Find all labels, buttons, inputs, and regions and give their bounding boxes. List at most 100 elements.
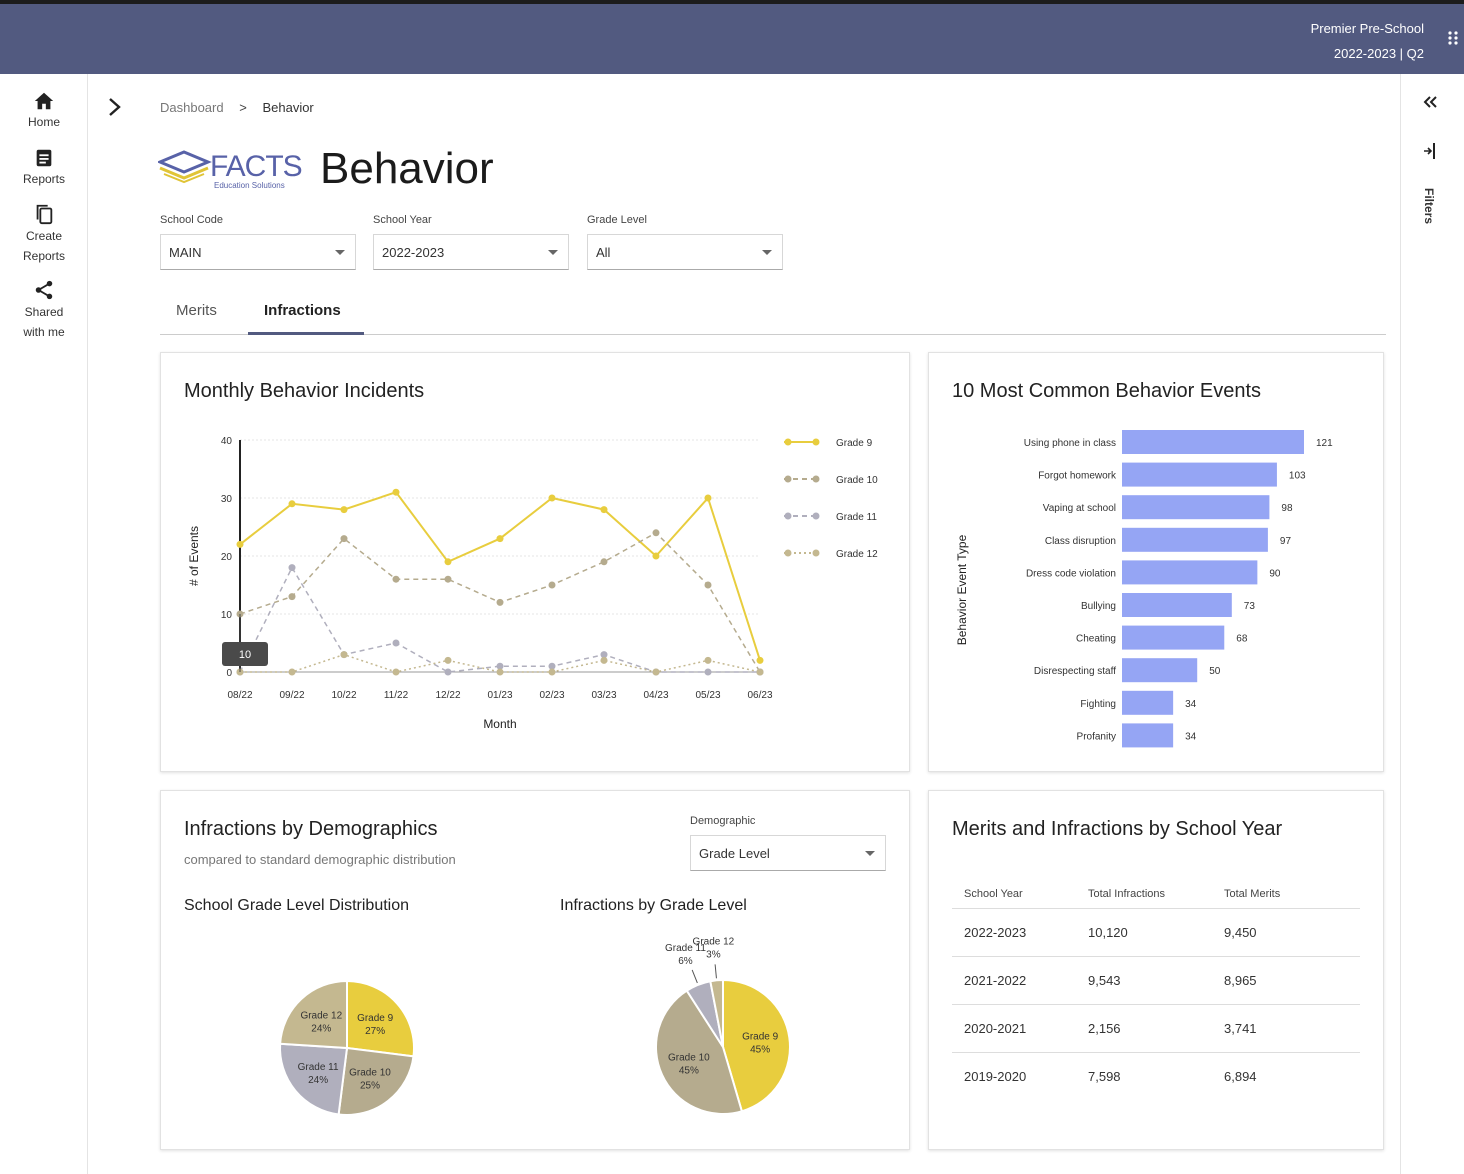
column-header-total-infractions[interactable]: Total Infractions: [1088, 880, 1224, 909]
filters-label[interactable]: Filters: [1422, 188, 1436, 225]
pie-slice-label: Grade 12: [300, 1011, 342, 1022]
nav-create-reports[interactable]: Create Reports: [0, 202, 88, 266]
pie-slice-value: 27%: [365, 1026, 385, 1037]
cell-school-year: 2019-2020: [964, 1068, 1027, 1084]
school-code-value: MAIN: [169, 245, 202, 260]
series-point: [288, 668, 296, 676]
nav-reports[interactable]: Reports: [0, 147, 88, 189]
legend-marker: [784, 475, 792, 483]
school-code-select[interactable]: MAIN: [160, 234, 356, 270]
event-category-label: Vaping at school: [1043, 503, 1116, 514]
filter-panel-icon[interactable]: [1422, 142, 1438, 160]
pie-slice: [709, 978, 724, 1048]
top-header-bar: Premier Pre-School 2022-2023 | Q2: [0, 0, 1464, 74]
tab-infractions[interactable]: Infractions: [264, 302, 341, 319]
event-category-label: Cheating: [1076, 634, 1116, 645]
series-point: [496, 598, 504, 606]
x-tick-label: 08/22: [227, 690, 252, 701]
event-bar: [1122, 527, 1268, 552]
tab-merits[interactable]: Merits: [176, 302, 217, 319]
series-point: [548, 581, 556, 589]
school-code-label: School Code: [160, 214, 223, 226]
column-header-total-merits[interactable]: Total Merits: [1224, 880, 1360, 909]
series-line: [239, 566, 760, 673]
cell-total-infractions: 9,543: [1088, 956, 1224, 1005]
series-point: [704, 494, 712, 502]
series-point: [496, 535, 504, 543]
cell-total-infractions: 7,598: [1088, 1068, 1121, 1084]
pie-slice: [346, 979, 415, 1058]
cell-total-merits: 8,965: [1224, 956, 1360, 1005]
series-point: [444, 558, 452, 566]
facts-logo: FACTS Education Solutions: [158, 150, 303, 190]
annotation-label: 10: [239, 649, 251, 661]
demographics-title: Infractions by Demographics: [184, 818, 438, 840]
school-year-select[interactable]: 2022-2023: [373, 234, 569, 270]
demographic-select-label: Demographic: [690, 815, 756, 827]
event-bar: [1122, 560, 1258, 585]
event-value-label: 68: [1236, 634, 1248, 645]
x-tick-label: 12/22: [435, 690, 460, 701]
common-events-chart: Using phone in class 121 Forgot homework 10…: [955, 430, 1333, 748]
cell-school-year: 2022-2023: [952, 908, 1088, 957]
series-point: [704, 656, 712, 664]
legend-marker: [812, 438, 820, 446]
monthly-incidents-chart: 0 10 20 30 40 08/22 09/22 10/22 11/22 12/22 01/23 0…: [187, 436, 878, 731]
table-header-row: School Year Total Infractions Total Meri…: [952, 880, 1360, 909]
nav-create-reports-label: Create Reports: [22, 229, 66, 263]
grade-level-label: Grade Level: [587, 214, 647, 226]
apps-grid-icon[interactable]: [1448, 30, 1458, 46]
pie-slice-label: Grade 11: [298, 1062, 339, 1073]
series-point: [704, 668, 712, 676]
legend-label: Grade 10: [836, 475, 878, 486]
event-category-label: Disrespecting staff: [1034, 666, 1116, 677]
nav-home[interactable]: Home: [0, 90, 88, 132]
organization-info[interactable]: Premier Pre-School 2022-2023 | Q2: [1311, 16, 1424, 66]
grade-level-select[interactable]: All: [587, 234, 783, 270]
event-value-label: 121: [1316, 438, 1333, 449]
event-category-label: Bullying: [1081, 601, 1116, 612]
nav-home-label: Home: [27, 115, 60, 129]
x-tick-label: 02/23: [539, 690, 564, 701]
school-year-label: School Year: [373, 214, 432, 226]
pie-leader-line: [714, 964, 717, 979]
pie-slice-value: 3%: [706, 949, 721, 960]
series-point: [392, 668, 400, 676]
tabs-divider: [160, 334, 1386, 335]
pie-slice: [337, 1046, 415, 1116]
event-bar: [1122, 723, 1174, 748]
demographic-select[interactable]: Grade Level: [690, 835, 886, 871]
series-point: [600, 656, 608, 664]
column-header-school-year[interactable]: School Year: [952, 880, 1088, 909]
x-tick-label: 11/22: [384, 690, 409, 701]
chevron-right-icon[interactable]: [104, 96, 124, 118]
event-value-label: 73: [1244, 601, 1256, 612]
monthly-incidents-title: Monthly Behavior Incidents: [184, 380, 425, 402]
breadcrumb-dashboard[interactable]: Dashboard: [160, 100, 224, 115]
nav-shared-with-me[interactable]: Shared with me: [0, 278, 88, 342]
cell-total-merits: 3,741: [1224, 1004, 1360, 1053]
series-point: [340, 651, 348, 659]
pie-slice: [279, 979, 348, 1050]
x-tick-label: 09/22: [279, 690, 304, 701]
event-bar: [1122, 690, 1174, 715]
y-tick-label: 0: [226, 668, 232, 679]
event-bar: [1122, 593, 1232, 617]
breadcrumb: Dashboard > Behavior: [160, 100, 314, 115]
pie-slice: [655, 989, 744, 1115]
y-tick-label: 10: [221, 610, 233, 621]
series-point: [756, 656, 764, 664]
grade-level-value: All: [596, 245, 611, 260]
series-point: [392, 639, 400, 647]
chevron-down-icon: [865, 851, 875, 856]
series-point: [288, 593, 296, 601]
event-value-label: 34: [1185, 699, 1197, 710]
series-point: [392, 575, 400, 583]
collapse-double-chevron-icon[interactable]: [1422, 94, 1438, 110]
series-point: [444, 656, 452, 664]
event-bar: [1122, 462, 1277, 487]
logo-text: FACTS: [210, 150, 302, 183]
legend-marker: [812, 475, 820, 483]
series-point: [548, 668, 556, 676]
table-row: 2019-2020 7,598 6,894: [952, 1052, 1360, 1100]
